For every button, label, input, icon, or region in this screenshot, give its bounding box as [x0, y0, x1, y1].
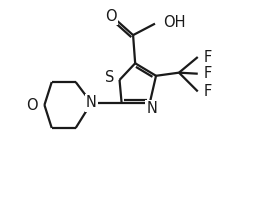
- Text: F: F: [204, 84, 212, 99]
- Text: N: N: [146, 101, 157, 116]
- Text: N: N: [86, 95, 97, 110]
- Text: F: F: [204, 50, 212, 64]
- Text: S: S: [105, 70, 114, 85]
- Text: OH: OH: [163, 15, 186, 30]
- Text: O: O: [26, 97, 38, 113]
- Text: F: F: [204, 66, 212, 81]
- Text: O: O: [105, 9, 117, 24]
